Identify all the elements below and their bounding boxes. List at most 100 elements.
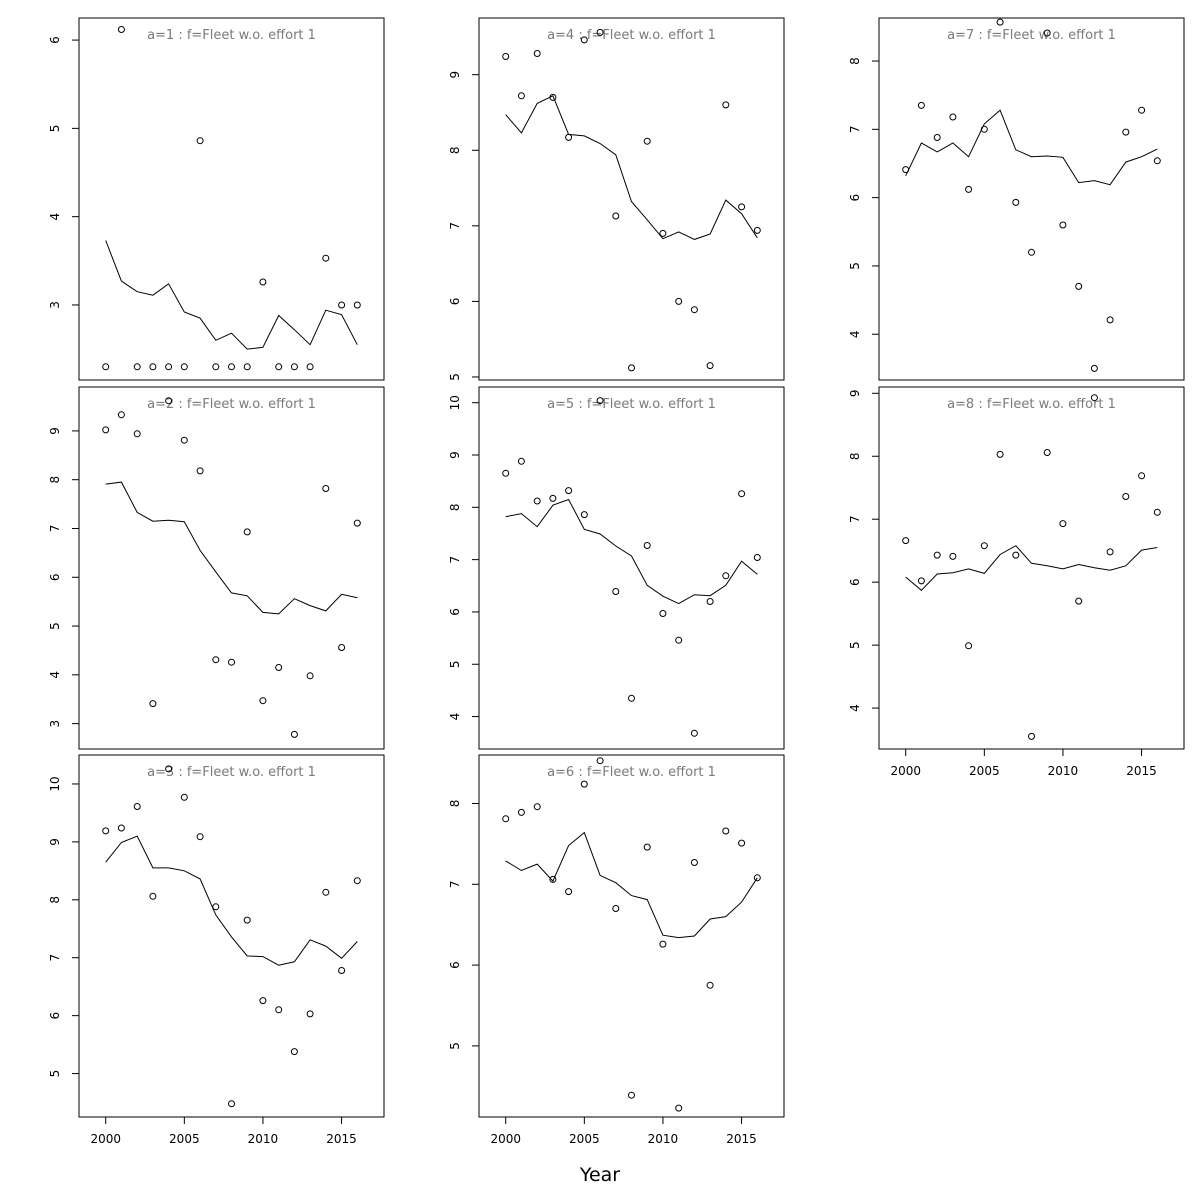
data-point	[580, 36, 588, 44]
data-point	[212, 656, 220, 664]
data-point	[533, 497, 541, 505]
y-tick-label: 4	[848, 330, 862, 338]
panel-frame	[878, 386, 1185, 750]
panel-4: a=2 : f=Fleet w.o. effort 1 3 4 5 6 7 8 9	[48, 386, 385, 750]
x-tick-label: 2005	[569, 1132, 600, 1146]
data-point	[980, 125, 988, 133]
y-axis: 4 5 6 7 8	[848, 57, 879, 338]
data-point	[102, 426, 110, 434]
y-tick-label: 7	[848, 515, 862, 523]
data-point	[517, 92, 525, 100]
panel-title: a=5 : f=Fleet w.o. effort 1	[547, 397, 716, 412]
y-tick-label: 9	[48, 838, 62, 846]
x-tick-label: 2005	[969, 764, 1000, 778]
y-tick-label: 6	[448, 608, 462, 616]
data-point	[117, 26, 125, 33]
data-point	[549, 494, 557, 502]
y-tick-label: 6	[48, 1012, 62, 1020]
data-point	[1138, 472, 1146, 480]
data-point	[738, 203, 746, 211]
x-tick-label: 2015	[326, 1132, 357, 1146]
data-point	[338, 644, 346, 651]
data-point	[1106, 548, 1114, 556]
data-point	[933, 551, 941, 559]
observed-points	[502, 397, 761, 737]
fitted-line	[105, 835, 358, 966]
y-tick-label: 5	[448, 660, 462, 668]
data-point	[659, 940, 667, 948]
data-point	[180, 363, 188, 371]
data-point	[612, 212, 620, 220]
y-tick-label: 5	[48, 1070, 62, 1078]
data-point	[996, 450, 1004, 458]
data-point	[753, 226, 761, 234]
data-point	[1059, 221, 1067, 229]
data-point	[643, 137, 651, 145]
data-point	[706, 981, 714, 989]
y-tick-label: 4	[48, 671, 62, 679]
y-tick-label: 8	[448, 146, 462, 154]
data-point	[580, 780, 588, 788]
observed-points	[502, 757, 761, 1112]
data-point	[565, 487, 573, 495]
y-tick-label: 9	[48, 427, 62, 435]
x-tick-label: 2015	[726, 1132, 757, 1146]
y-tick-label: 7	[448, 880, 462, 888]
y-axis: 5 6 7 8 9 10	[48, 776, 79, 1077]
data-point	[212, 903, 220, 911]
data-point	[965, 185, 973, 193]
data-point	[322, 485, 330, 492]
data-point	[1028, 248, 1035, 256]
data-point	[565, 888, 573, 896]
panel-frame	[478, 386, 785, 750]
data-point	[243, 528, 251, 536]
data-point	[628, 694, 635, 702]
data-point	[596, 757, 604, 765]
data-point	[612, 905, 620, 912]
fitted-line	[905, 109, 1158, 186]
x-axis: 2000 2005 2010 2015	[490, 1117, 757, 1146]
y-tick-label: 6	[48, 36, 62, 44]
data-point	[1106, 316, 1114, 324]
fitted-line	[105, 240, 358, 350]
data-point	[353, 877, 361, 885]
data-point	[902, 537, 910, 545]
data-point	[117, 824, 125, 832]
data-point	[917, 101, 925, 109]
data-point	[212, 363, 220, 371]
y-tick-label: 10	[48, 776, 62, 791]
y-tick-label: 9	[448, 451, 462, 459]
data-point	[549, 875, 557, 883]
data-point	[933, 134, 941, 141]
data-point	[690, 729, 698, 737]
data-point	[706, 598, 714, 605]
y-tick-label: 8	[48, 476, 62, 484]
data-point	[306, 363, 314, 371]
y-tick-label: 8	[448, 503, 462, 511]
panel-3: a=7 : f=Fleet w.o. effort 1 4 5 6 7 8	[848, 17, 1185, 381]
data-point	[102, 363, 110, 371]
y-tick-label: 7	[448, 556, 462, 564]
data-point	[149, 363, 157, 371]
data-point	[290, 363, 298, 371]
y-tick-label: 4	[448, 713, 462, 721]
data-point	[1122, 128, 1130, 136]
y-tick-label: 6	[48, 573, 62, 581]
observed-points	[102, 26, 361, 371]
data-point	[353, 301, 361, 309]
panel-frame	[78, 386, 385, 750]
x-axis: 2000 2005 2010 2015	[890, 749, 1157, 778]
data-point	[659, 610, 667, 617]
data-point	[322, 254, 330, 262]
data-point	[1090, 364, 1098, 372]
panel-title: a=4 : f=Fleet w.o. effort 1	[547, 28, 716, 43]
data-point	[675, 297, 683, 305]
x-tick-label: 2000	[90, 1132, 121, 1146]
data-point	[902, 166, 910, 174]
fitted-line	[505, 831, 758, 939]
data-point	[133, 430, 141, 438]
